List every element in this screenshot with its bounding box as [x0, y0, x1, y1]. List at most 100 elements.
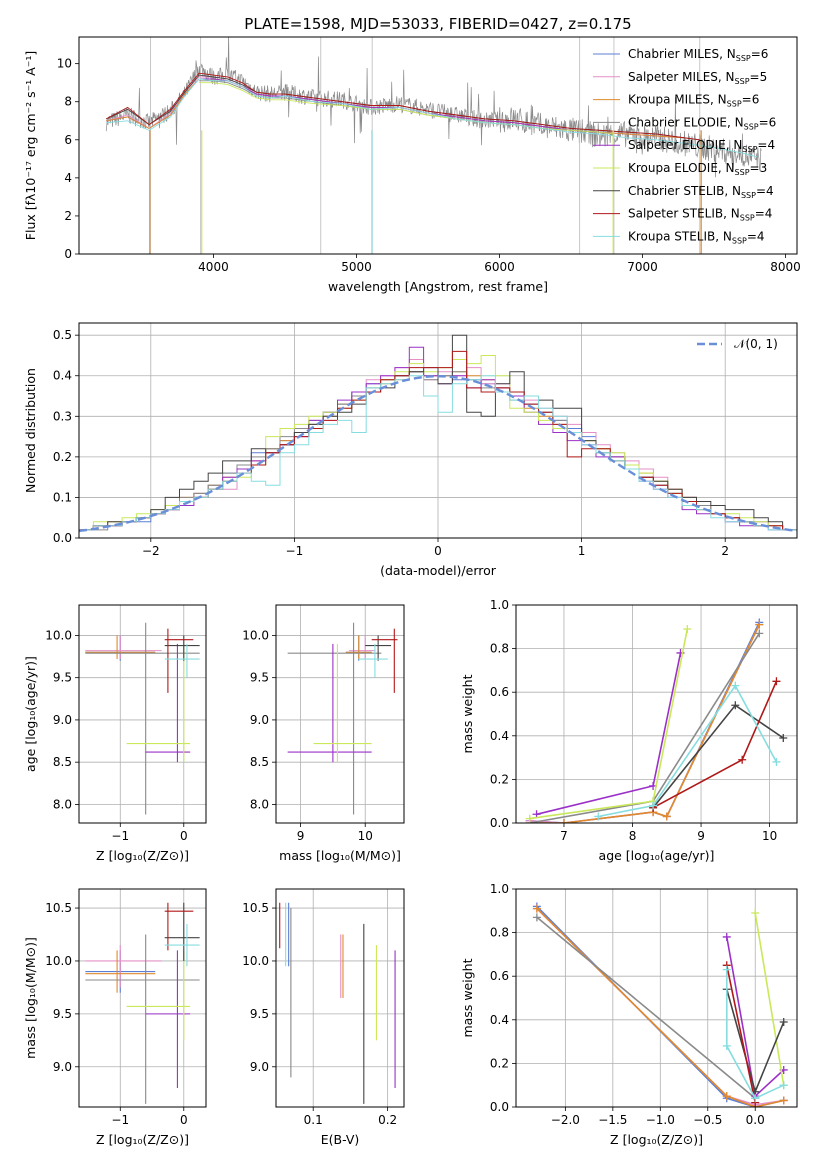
weight-marker — [772, 757, 781, 766]
y-tick-label: 0.6 — [490, 969, 509, 983]
weight-marker — [525, 814, 534, 823]
axes-massweight-vs-age: 7 8 9 10 0.0 0.2 0.4 0.6 0.8 1.0 age [log₁₀(age/yr… — [460, 598, 798, 863]
y-tick-label: 0.4 — [490, 1013, 509, 1027]
weight-marker — [738, 755, 747, 764]
y-tick-label: 8.5 — [250, 755, 269, 769]
x-axis-label: mass [log₁₀(M/M⊙)] — [279, 848, 401, 863]
legend-entry: Chabrier MILES, NSSP=6 — [628, 47, 768, 63]
x-tick-label: 2 — [721, 544, 729, 558]
figure-title: PLATE=1598, MJD=53033, FIBERID=0427, z=0… — [244, 15, 631, 33]
weight-line — [598, 684, 778, 818]
x-tick-label: −2 — [142, 544, 160, 558]
axes-age-vs-mass: 9 10 8.0 8.5 9.0 9.5 10.0 mass [log₁₀(M/M⊙)] — [242, 604, 405, 863]
weight-marker — [683, 624, 692, 633]
axes-age-vs-Z: −1 0 8.0 8.5 9.0 9.5 10.0 Z [log₁₀(Z/Z⊙)] age [l… — [23, 604, 207, 863]
y-tick-label: 0.0 — [490, 816, 509, 830]
legend-entry: Salpeter MILES, NSSP=5 — [628, 70, 767, 86]
histogram-step — [79, 375, 797, 531]
x-axis-label: Z [log₁₀(Z/Z⊙)] — [96, 1132, 189, 1147]
x-tick-label: −2.0 — [551, 1113, 580, 1127]
weight-marker — [779, 1017, 788, 1026]
weight-line — [725, 969, 785, 1100]
x-tick-label: 8000 — [770, 260, 801, 274]
y-tick-label: 1.0 — [490, 598, 509, 612]
axes-frame — [78, 888, 207, 1108]
x-tick-label: 0 — [180, 829, 188, 843]
plot-area-mass-vs-Z — [79, 889, 206, 1107]
axes-spectrum: 4000 5000 6000 7000 8000 0 2 4 6 8 10 wavelength [A… — [23, 36, 801, 294]
y-tick-label: 10 — [57, 57, 72, 71]
plot-area-massweight-vs-age — [516, 605, 797, 823]
x-axis-label: Z [log₁₀(Z/Z⊙)] — [610, 1132, 703, 1147]
weight-marker — [755, 620, 764, 629]
y-axis-label: mass [log₁₀(M/M⊙)] — [23, 937, 38, 1059]
y-tick-label: 8.5 — [53, 755, 72, 769]
weight-marker — [772, 677, 781, 686]
weight-marker — [532, 913, 541, 922]
x-tick-label: 8 — [629, 829, 637, 843]
x-tick-label: 9 — [697, 829, 705, 843]
y-tick-label: 8 — [64, 95, 72, 109]
weight-marker — [559, 819, 568, 823]
weight-line — [652, 704, 784, 809]
y-axis-label: Flux [fλ10⁻¹⁷ erg cm⁻² s⁻¹ A⁻¹] — [23, 51, 38, 240]
y-axis-label: age [log₁₀(age/yr)] — [23, 656, 38, 772]
weight-line — [754, 912, 785, 1086]
y-tick-label: 2 — [64, 209, 72, 223]
weight-marker — [779, 733, 788, 742]
weight-marker — [779, 1096, 788, 1105]
weight-marker — [751, 1094, 760, 1103]
weight-marker — [594, 812, 603, 821]
x-tick-label: 4000 — [198, 260, 229, 274]
y-tick-label: 1.0 — [490, 882, 509, 896]
y-tick-label: 0.1 — [53, 490, 72, 504]
x-tick-label: 7000 — [627, 260, 658, 274]
y-tick-label: 4 — [64, 171, 72, 185]
legend-entry: 𝒩(0, 1) — [734, 337, 778, 351]
x-tick-label: −1 — [111, 1113, 129, 1127]
x-tick-label: −1 — [286, 544, 304, 558]
axes-mass-vs-Z: −1 0 9.0 9.5 10.0 10.5 Z [log₁₀(Z/Z⊙)] mass [lo… — [23, 888, 207, 1147]
y-tick-label: 0.4 — [53, 369, 72, 383]
x-tick-label: 0.1 — [304, 1113, 323, 1127]
y-tick-label: 0.0 — [490, 1100, 509, 1114]
axes-frame — [78, 322, 798, 539]
x-tick-label: −0.5 — [693, 1113, 722, 1127]
axes-massweight-vs-Z: −2.0 −1.5 −1.0 −0.5 0.0 0.0 0.2 0.4 0.6 0.8 1.0 Z [… — [460, 882, 798, 1147]
weight-marker — [731, 681, 740, 690]
legend-entry: Kroupa STELIB, NSSP=4 — [628, 229, 765, 245]
axes-residuals: −2 −1 0 1 2 0.0 0.1 0.2 0.3 0.4 0.5 (data-model)/er… — [23, 322, 798, 578]
y-tick-label: 0 — [64, 247, 72, 261]
weight-marker — [662, 812, 671, 821]
x-tick-label: −1.5 — [598, 1113, 627, 1127]
legend: Chabrier MILES, NSSP=6 Salpeter MILES, NS… — [593, 47, 776, 245]
y-tick-label: 10.0 — [242, 954, 269, 968]
x-tick-label: 0.2 — [378, 1113, 397, 1127]
y-tick-label: 0.2 — [53, 450, 72, 464]
y-tick-label: 8.0 — [53, 797, 72, 811]
x-tick-label: −1 — [111, 829, 129, 843]
x-axis-label: E(B-V) — [321, 1132, 360, 1147]
x-tick-label: 7 — [560, 829, 568, 843]
x-axis-label: (data-model)/error — [380, 563, 497, 578]
weight-line — [652, 680, 778, 809]
weight-line — [536, 652, 682, 816]
plot-area-residuals — [79, 323, 797, 538]
x-tick-label: 1 — [578, 544, 586, 558]
y-tick-label: 0.8 — [490, 642, 509, 656]
legend-entry: Kroupa MILES, NSSP=6 — [628, 93, 759, 109]
y-axis-label: Normed distribution — [23, 368, 38, 493]
x-axis-label: age [log₁₀(age/yr)] — [599, 848, 715, 863]
y-tick-label: 9.5 — [250, 1007, 269, 1021]
x-tick-label: 6000 — [484, 260, 515, 274]
y-tick-label: 0.3 — [53, 409, 72, 423]
weight-marker — [722, 1092, 731, 1101]
weight-marker — [532, 904, 541, 913]
legend-entry: Chabrier STELIB, NSSP=4 — [628, 184, 774, 200]
legend-entry: Salpeter STELIB, NSSP=4 — [628, 207, 772, 223]
legend-entry: Salpeter ELODIE, NSSP=4 — [628, 138, 775, 154]
weight-line — [726, 965, 756, 1103]
legend-entry: Kroupa ELODIE, NSSP=3 — [628, 161, 767, 177]
y-tick-label: 0.6 — [490, 685, 509, 699]
x-tick-label: 0 — [434, 544, 442, 558]
